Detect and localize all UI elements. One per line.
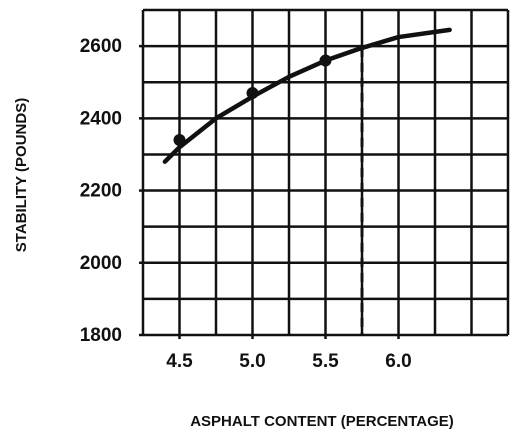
x-tick-label: 5.5	[312, 351, 339, 372]
data-point	[319, 54, 332, 67]
y-tick-label: 1800	[80, 325, 122, 346]
y-tick-label: 2400	[80, 108, 122, 129]
y-axis-title: STABILITY (POUNDS)	[13, 98, 30, 252]
curve	[162, 27, 452, 164]
data-point	[173, 134, 186, 146]
x-axis-title: ASPHALT CONTENT (PERCENTAGE)	[190, 413, 454, 430]
data-point	[246, 87, 259, 100]
x-tick-label: 5.0	[239, 351, 265, 372]
x-tick-label: 4.5	[166, 351, 193, 372]
y-tick-label: 2600	[80, 36, 122, 57]
y-tick-label: 2200	[80, 181, 122, 202]
y-tick-label: 2000	[80, 253, 122, 274]
x-tick-label: 6.0	[385, 351, 411, 372]
